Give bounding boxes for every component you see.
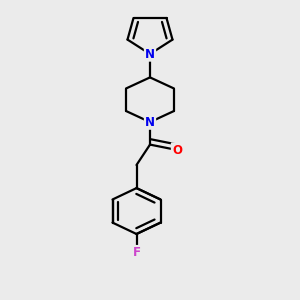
Text: N: N — [145, 47, 155, 61]
Text: N: N — [145, 116, 155, 129]
Text: O: O — [172, 143, 182, 157]
Text: F: F — [133, 246, 140, 259]
